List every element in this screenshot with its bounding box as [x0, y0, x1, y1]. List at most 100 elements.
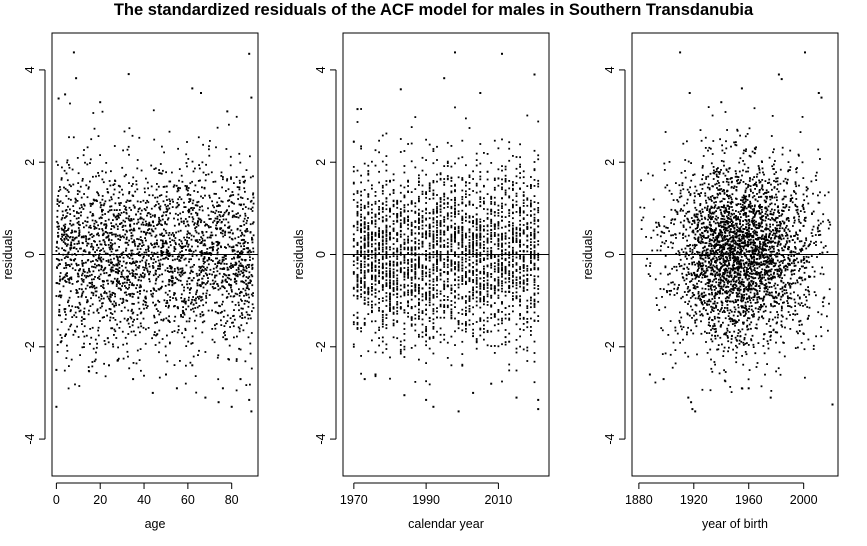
residual-point [381, 310, 384, 313]
residual-point [399, 184, 402, 187]
residual-point [220, 221, 223, 224]
residual-point [67, 299, 70, 302]
residual-point [70, 278, 73, 281]
residual-point [150, 207, 153, 210]
residual-point [356, 241, 359, 244]
residual-point [147, 187, 149, 190]
residual-point [226, 296, 229, 298]
residual-point [65, 215, 67, 218]
residual-point [112, 280, 115, 283]
residual-point [228, 225, 231, 228]
residual-point [371, 309, 373, 312]
residual-point [483, 220, 485, 222]
residual-point [530, 185, 532, 188]
residual-point [171, 331, 174, 333]
residual-point [450, 304, 453, 306]
residual-point [418, 174, 420, 177]
residual-point [436, 275, 438, 278]
residual-point [479, 287, 482, 290]
residual-point [446, 278, 449, 280]
residual-point [367, 211, 370, 214]
residual-point [457, 229, 460, 232]
residual-point [160, 234, 162, 236]
residual-point [360, 219, 362, 222]
residual-point [198, 164, 200, 166]
residual-point [147, 248, 149, 251]
residual-point [403, 328, 406, 330]
residual-point [414, 212, 417, 214]
residual-point [179, 187, 181, 190]
residual-point [436, 268, 438, 270]
residual-point [479, 283, 482, 286]
residual-point [450, 180, 453, 182]
residual-point [522, 286, 525, 289]
residual-point [165, 354, 167, 357]
residual-point [508, 254, 511, 256]
residual-point [465, 280, 467, 283]
residual-point [186, 165, 188, 168]
residual-point [236, 186, 239, 188]
residual-point [508, 159, 511, 162]
residual-point [66, 344, 68, 347]
residual-point [468, 221, 471, 224]
residual-point [410, 285, 413, 287]
residual-point [68, 236, 71, 239]
residual-point [70, 224, 73, 227]
residual-point [150, 164, 153, 167]
residual-point [83, 274, 86, 277]
residual-point [389, 297, 391, 299]
residual-point [490, 201, 493, 203]
residual-point [200, 254, 203, 257]
residual-point [139, 284, 142, 287]
residual-point [490, 162, 493, 164]
residual-point [443, 338, 446, 341]
residual-point [197, 232, 200, 235]
residual-point [172, 185, 175, 188]
residual-point [91, 213, 94, 215]
residual-point [374, 331, 377, 334]
residual-point [120, 310, 123, 312]
residual-point [381, 320, 384, 323]
residual-point [454, 240, 456, 242]
residual-point [204, 194, 206, 197]
residual-point [221, 186, 223, 189]
residual-point [191, 207, 193, 209]
residual-point [161, 263, 164, 266]
residual-point [180, 217, 182, 220]
residual-point [216, 257, 218, 260]
residual-point [194, 299, 197, 302]
residual-point [501, 380, 503, 383]
residual-point [63, 217, 66, 219]
residual-point [425, 250, 427, 252]
residual-point [121, 265, 123, 267]
residual-point [137, 296, 140, 299]
residual-point [483, 277, 485, 279]
residual-point [194, 375, 197, 377]
residual-point [151, 295, 154, 297]
residual-point [110, 205, 113, 208]
residual-point [421, 224, 424, 227]
residual-point [410, 259, 413, 262]
residual-point [522, 224, 525, 226]
residual-point [461, 196, 464, 198]
residual-point [223, 309, 226, 312]
residual-point [533, 284, 536, 286]
residual-point [179, 271, 182, 274]
residual-point [201, 230, 203, 233]
residual-point [436, 173, 438, 176]
residual-point [504, 257, 507, 260]
residual-point [126, 350, 129, 353]
residual-point [161, 232, 163, 235]
residual-point [410, 231, 413, 234]
residual-point [497, 245, 500, 247]
residual-point [537, 179, 540, 182]
residual-point [141, 217, 143, 220]
residual-point [407, 259, 409, 262]
residual-point [497, 223, 500, 225]
residual-point [128, 326, 131, 328]
residual-point [234, 292, 237, 295]
residual-point [501, 186, 503, 189]
residual-point [195, 293, 197, 296]
residual-point [215, 227, 217, 230]
residual-point [222, 315, 225, 318]
